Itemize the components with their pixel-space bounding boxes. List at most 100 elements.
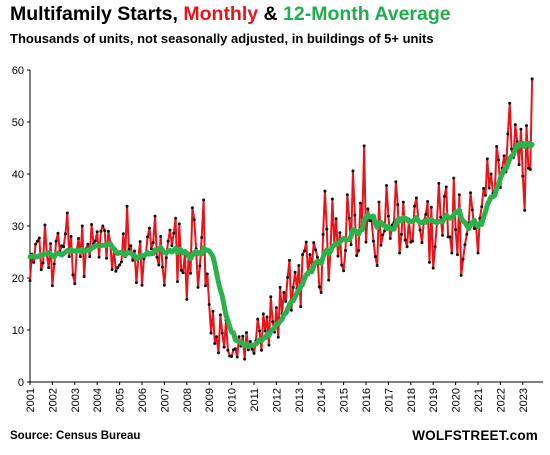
monthly-point <box>82 274 86 278</box>
monthly-point <box>276 335 280 339</box>
monthly-point <box>155 255 159 259</box>
monthly-point <box>256 317 260 321</box>
monthly-point <box>398 251 402 255</box>
chart-subtitle: Thousands of units, not seasonally adjus… <box>10 31 434 46</box>
monthly-point <box>426 200 430 204</box>
monthly-point <box>258 329 262 333</box>
monthly-point <box>454 228 458 232</box>
monthly-point <box>463 243 467 247</box>
monthly-point <box>245 331 249 335</box>
monthly-point <box>444 185 448 189</box>
monthly-point <box>49 242 53 246</box>
monthly-point <box>86 242 90 246</box>
monthly-point <box>347 216 351 220</box>
y-tick-label: 40 <box>12 169 24 181</box>
monthly-point <box>429 205 433 209</box>
monthly-point <box>119 260 123 264</box>
monthly-point <box>351 169 355 173</box>
monthly-point <box>252 351 256 355</box>
x-tick-label: 2011 <box>249 388 261 412</box>
x-tick-label: 2018 <box>406 388 418 412</box>
monthly-point <box>315 255 319 259</box>
monthly-point <box>93 239 97 243</box>
monthly-point <box>502 154 506 158</box>
monthly-point <box>278 285 282 289</box>
monthly-point <box>476 251 480 255</box>
monthly-point <box>457 193 461 197</box>
monthly-point <box>267 343 271 347</box>
monthly-point <box>521 174 525 178</box>
monthly-point <box>230 355 234 359</box>
monthly-point <box>349 243 353 247</box>
monthly-point <box>530 77 534 81</box>
monthly-point <box>381 233 385 237</box>
monthly-point <box>523 208 527 212</box>
monthly-point <box>241 334 245 338</box>
monthly-point <box>442 194 446 198</box>
monthly-point <box>259 348 263 352</box>
monthly-point <box>489 172 493 176</box>
monthly-point <box>177 222 181 226</box>
monthly-point <box>519 127 523 131</box>
monthly-point <box>433 245 437 249</box>
monthly-point <box>71 273 75 277</box>
monthly-point <box>164 256 168 260</box>
monthly-point <box>28 279 32 283</box>
x-tick-label: 2003 <box>70 388 82 412</box>
monthly-point <box>282 291 286 295</box>
monthly-point <box>386 214 390 218</box>
monthly-point <box>114 269 118 273</box>
monthly-point <box>413 204 417 208</box>
monthly-point <box>345 193 349 197</box>
monthly-point <box>162 283 166 287</box>
monthly-point <box>286 275 290 279</box>
monthly-point <box>405 245 409 249</box>
monthly-point <box>125 204 129 208</box>
monthly-point <box>323 189 327 193</box>
monthly-point <box>175 280 179 284</box>
monthly-point <box>321 232 325 236</box>
x-tick-label: 2021 <box>473 388 485 412</box>
monthly-point <box>105 256 109 260</box>
monthly-point <box>287 258 291 262</box>
monthly-point <box>153 214 157 218</box>
monthly-point <box>396 203 400 207</box>
monthly-point <box>377 200 381 204</box>
x-tick-label: 2023 <box>518 388 530 412</box>
monthly-point <box>213 342 217 346</box>
monthly-point <box>159 234 163 238</box>
monthly-point <box>248 339 252 343</box>
monthly-point <box>403 238 407 242</box>
monthly-point <box>291 285 295 289</box>
monthly-point <box>170 244 174 248</box>
monthly-point <box>459 273 463 277</box>
chart-title: Multifamily Starts, Monthly & 12-Month A… <box>10 3 451 26</box>
monthly-point <box>357 248 361 252</box>
monthly-point <box>73 282 77 286</box>
monthly-point <box>431 266 435 270</box>
monthly-point <box>343 248 347 252</box>
monthly-point <box>250 347 254 351</box>
average-line <box>27 140 535 350</box>
monthly-point <box>312 241 316 245</box>
x-tick-label: 2020 <box>451 388 463 412</box>
x-tick-label: 2009 <box>204 388 216 412</box>
x-tick-label: 2005 <box>115 388 127 412</box>
monthly-point <box>342 269 346 273</box>
monthly-point <box>334 217 338 221</box>
monthly-point <box>314 248 318 252</box>
monthly-point <box>54 239 58 243</box>
monthly-point <box>353 213 357 217</box>
monthly-point <box>517 163 521 167</box>
monthly-point <box>510 147 514 151</box>
monthly-point <box>336 254 340 258</box>
x-tick-label: 2016 <box>361 388 373 412</box>
monthly-point <box>149 247 153 251</box>
monthly-point <box>327 278 331 282</box>
monthly-point <box>528 167 532 171</box>
monthly-point <box>485 157 489 161</box>
monthly-point <box>118 263 122 267</box>
monthly-point <box>77 236 81 240</box>
x-tick-label: 2002 <box>47 388 59 412</box>
monthly-point <box>110 268 114 272</box>
